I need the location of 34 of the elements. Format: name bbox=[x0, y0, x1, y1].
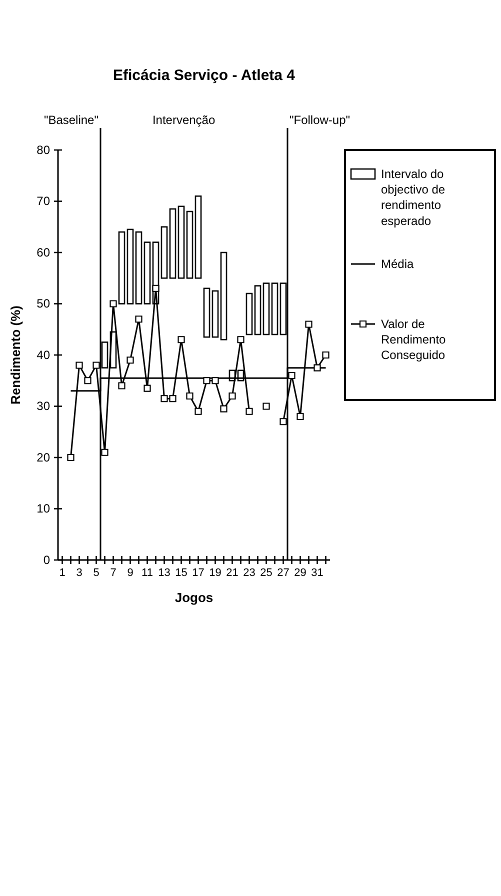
x-tick-label: 31 bbox=[311, 566, 324, 579]
y-tick-label: 20 bbox=[36, 450, 50, 464]
legend-label: Valor de Rendimento Conseguido bbox=[381, 317, 446, 362]
x-tick-label: 21 bbox=[226, 566, 238, 579]
y-axis-title: Rendimento (%) bbox=[8, 306, 23, 404]
x-tick-label: 25 bbox=[260, 566, 272, 579]
x-tick-label: 17 bbox=[192, 566, 204, 579]
x-tick-label: 23 bbox=[243, 566, 256, 579]
ref-line-label: "Baseline" bbox=[44, 113, 98, 127]
legend-label: Média bbox=[381, 257, 414, 271]
chart-title: Eficácia Serviço - Atleta 4 bbox=[112, 67, 296, 84]
y-tick-label: 60 bbox=[36, 245, 50, 260]
x-tick-label: 3 bbox=[76, 566, 82, 579]
text: Intervenção bbox=[152, 113, 216, 127]
y-tick-label: 10 bbox=[36, 502, 50, 516]
x-tick-label: 1 bbox=[59, 566, 66, 579]
y-tick-label: 50 bbox=[36, 296, 50, 311]
y-tick-label: 80 bbox=[36, 142, 50, 157]
legend-label: Intervalo do objectivo de rendimento esperado bbox=[381, 167, 446, 228]
x-tick-label: 29 bbox=[294, 566, 306, 579]
x-tick-label: 19 bbox=[209, 566, 222, 579]
x-tick-label: 11 bbox=[142, 566, 153, 579]
x-tick-label: 15 bbox=[175, 566, 188, 579]
ref-line-label: "Follow-up" bbox=[290, 113, 350, 127]
x-tick-label: 13 bbox=[158, 566, 170, 579]
x-tick-label: 7 bbox=[110, 566, 116, 579]
x-tick-label: 27 bbox=[277, 566, 290, 579]
y-tick-label: 40 bbox=[36, 348, 50, 362]
x-axis-title: Jogos bbox=[174, 590, 214, 605]
x-tick-label: 5 bbox=[93, 566, 100, 579]
y-tick-label: 30 bbox=[36, 399, 50, 414]
x-tick-label: 9 bbox=[127, 566, 134, 579]
y-tick-label: 70 bbox=[36, 194, 50, 208]
y-tick-label: 0 bbox=[43, 552, 50, 567]
